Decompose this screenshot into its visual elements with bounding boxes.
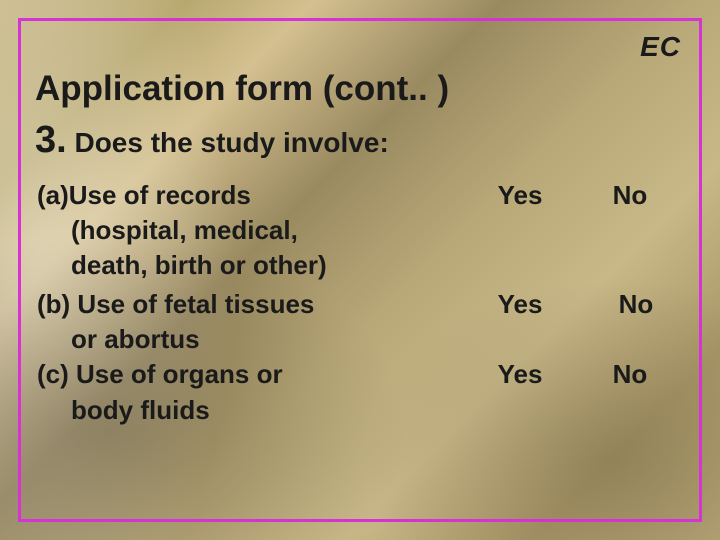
item-a-line2: (hospital, medical, <box>37 213 465 248</box>
item-a-no: No <box>575 178 685 211</box>
items-grid: (a)Use of records (hospital, medical, de… <box>35 178 685 428</box>
item-a-line1: (a)Use of records <box>37 178 465 213</box>
item-b-text: (b) Use of fetal tissues or abortus <box>35 287 465 357</box>
item-b-no: No <box>575 287 685 320</box>
question-line: 3. Does the study involve: <box>35 119 685 162</box>
slide-frame: EC Application form (cont.. ) 3. Does th… <box>18 18 702 522</box>
item-c-line1: (c) Use of organs or <box>37 357 465 392</box>
item-b-line1: (b) Use of fetal tissues <box>37 287 465 322</box>
item-b-yes: Yes <box>465 287 575 320</box>
page-title: Application form (cont.. ) <box>35 69 685 109</box>
corner-label: EC <box>35 31 685 63</box>
item-c-no: No <box>575 357 685 390</box>
question-prompt: Does the study involve: <box>74 127 388 158</box>
item-c-yes: Yes <box>465 357 575 390</box>
item-a-text: (a)Use of records (hospital, medical, de… <box>35 178 465 283</box>
item-a-line3: death, birth or other) <box>37 248 465 283</box>
item-c-text: (c) Use of organs or body fluids <box>35 357 465 427</box>
question-number: 3. <box>35 119 67 161</box>
item-a-yes: Yes <box>465 178 575 211</box>
item-b-line2: or abortus <box>37 322 465 357</box>
item-c-line2: body fluids <box>37 393 465 428</box>
